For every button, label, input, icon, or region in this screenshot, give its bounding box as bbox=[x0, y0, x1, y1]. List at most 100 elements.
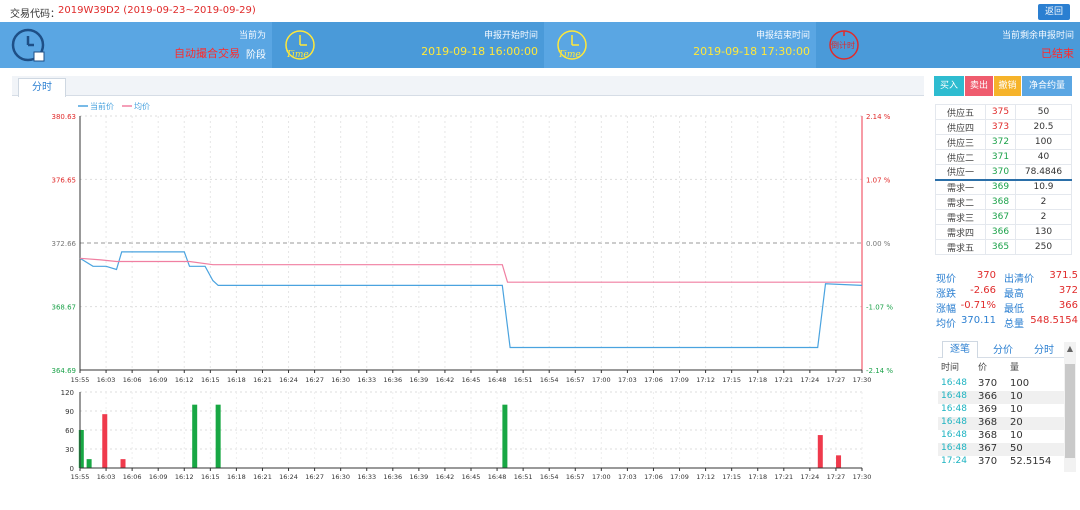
intraday-chart: 当前价 均价 380.63 2.14 % 376.65 1.07 % 372.66 0.0… bbox=[52, 101, 894, 481]
level-label: 需求五 bbox=[935, 239, 986, 255]
col-price: 价 bbox=[978, 363, 988, 373]
time-clock-icon: Time bbox=[285, 30, 315, 60]
volume-time-label: 17:12 bbox=[696, 473, 715, 481]
time-tick-label: 16:30 bbox=[331, 376, 350, 384]
tab-zhubi[interactable]: 逐笔 bbox=[942, 341, 978, 358]
back-button[interactable]: 返回 bbox=[1038, 4, 1070, 20]
time-tick-label: 16:06 bbox=[123, 376, 142, 384]
time-tick-label: 17:12 bbox=[696, 376, 715, 384]
volume-time-label: 17:09 bbox=[670, 473, 689, 481]
tick-scrollbar[interactable]: ▲ bbox=[1064, 342, 1076, 472]
volume-time-label: 17:00 bbox=[592, 473, 611, 481]
price-tick-label: 372.66 bbox=[52, 240, 77, 248]
volume-grid bbox=[79, 391, 863, 468]
end-time-label: 申报结束时间 bbox=[755, 31, 810, 41]
legend-current-label[interactable]: 当前价 bbox=[90, 101, 114, 111]
current-price-line bbox=[79, 251, 863, 349]
sell-button[interactable]: 卖出 bbox=[965, 76, 993, 96]
time-tick-label: 16:48 bbox=[488, 376, 507, 384]
chg-label: 涨跌 bbox=[936, 289, 956, 300]
stage-cell: 当前为 自动撮合交易 阶段 bbox=[0, 22, 272, 68]
right-panel: 买入 卖出 撤销 净合约量 供应五 375 50 供应四 373 20.5 供应三 372 10… bbox=[934, 76, 1080, 510]
level-qty: 20.5 bbox=[1015, 119, 1072, 135]
order-book-row: 供应一 370 78.4846 bbox=[935, 164, 1072, 180]
order-book-row: 供应五 375 50 bbox=[935, 104, 1072, 120]
tab-fenjia[interactable]: 分价 bbox=[993, 345, 1013, 356]
volume-axis: 120 90 60 30 015:55 16:03 16:06 16:09 16:12 16:15… bbox=[61, 389, 872, 481]
high-value: 372 bbox=[1058, 285, 1078, 296]
pct-tick-label: -2.14 % bbox=[866, 367, 893, 375]
volume-time-label: 16:12 bbox=[175, 473, 194, 481]
time-tick-label: 17:18 bbox=[748, 376, 767, 384]
end-time-cell: Time 申报结束时间 2019-09-18 17:30:00 bbox=[544, 22, 816, 68]
tick-time: 16:48 bbox=[941, 430, 967, 440]
tick-tabs: 逐笔 分价 分时 bbox=[938, 338, 1076, 358]
price-grid bbox=[79, 115, 863, 371]
time-tick-label: 16:09 bbox=[149, 376, 168, 384]
stats-row: 涨幅 -0.71% 最低 366 bbox=[934, 300, 1080, 315]
countdown-icon: 倒计时 bbox=[829, 30, 859, 60]
stage-suffix: 阶段 bbox=[246, 50, 266, 61]
volume-time-label: 17:24 bbox=[800, 473, 819, 481]
level-qty: 130 bbox=[1015, 224, 1072, 240]
order-book-row: 供应三 372 100 bbox=[935, 134, 1072, 150]
avg-label: 均价 bbox=[936, 319, 956, 330]
time-icon-text: Time bbox=[286, 50, 309, 60]
legend-average-label[interactable]: 均价 bbox=[134, 101, 150, 111]
time-tick-label: 17:27 bbox=[827, 376, 846, 384]
order-book-row: 需求三 367 2 bbox=[935, 209, 1072, 225]
time-tick-label: 16:12 bbox=[175, 376, 194, 384]
trade-code-value: 2019W39D2 (2019-09-23~2019-09-29) bbox=[58, 5, 256, 16]
volume-time-label: 17:15 bbox=[722, 473, 741, 481]
scroll-up-icon[interactable]: ▲ bbox=[1066, 344, 1074, 353]
time-tick-label: 17:30 bbox=[853, 376, 872, 384]
level-label: 供应四 bbox=[935, 119, 986, 135]
tick-price: 370 bbox=[978, 456, 998, 467]
level-qty: 2 bbox=[1015, 194, 1072, 210]
tab-fenshi-ticks[interactable]: 分时 bbox=[1034, 345, 1054, 356]
time-tick-label: 16:51 bbox=[514, 376, 533, 384]
level-label: 需求三 bbox=[935, 209, 986, 225]
volume-time-label: 16:09 bbox=[149, 473, 168, 481]
chart-legend: 当前价 均价 bbox=[78, 101, 150, 111]
time-tick-label: 16:15 bbox=[201, 376, 220, 384]
cancel-button[interactable]: 撤销 bbox=[994, 76, 1021, 96]
time-tick-label: 17:09 bbox=[670, 376, 689, 384]
level-price: 375 bbox=[985, 104, 1016, 120]
order-book-row: 需求五 365 250 bbox=[935, 239, 1072, 255]
volume-time-label: 16:33 bbox=[357, 473, 376, 481]
volume-time-label: 16:57 bbox=[566, 473, 585, 481]
price-tick-label: 368.67 bbox=[52, 304, 77, 312]
tick-row: 16:48 369 10 bbox=[938, 404, 1064, 417]
clear-value: 371.5 bbox=[1049, 270, 1078, 281]
time-clock-icon: Time bbox=[557, 30, 587, 60]
order-book-row: 需求四 366 130 bbox=[935, 224, 1072, 240]
level-label: 需求四 bbox=[935, 224, 986, 240]
tab-fenshi[interactable]: 分时 bbox=[18, 78, 66, 97]
tick-price: 368 bbox=[978, 417, 998, 428]
level-price: 367 bbox=[985, 209, 1016, 225]
tick-qty: 100 bbox=[1010, 378, 1030, 389]
volume-bar bbox=[817, 435, 823, 468]
pct-tick-label: -1.07 % bbox=[866, 304, 893, 312]
order-book-row: 供应四 373 20.5 bbox=[935, 119, 1072, 135]
volume-bar bbox=[215, 404, 221, 468]
tick-price: 367 bbox=[978, 443, 998, 454]
time-tick-label: 17:15 bbox=[722, 376, 741, 384]
volume-tick-label: 120 bbox=[61, 389, 74, 397]
time-icon-text: Time bbox=[558, 50, 581, 60]
net-contract-button[interactable]: 净合约量 bbox=[1022, 76, 1072, 96]
volume-time-label: 15:55 bbox=[71, 473, 90, 481]
tick-row: 17:24 370 52.5154 bbox=[938, 456, 1064, 469]
level-label: 供应二 bbox=[935, 149, 986, 165]
volume-time-label: 16:39 bbox=[409, 473, 428, 481]
scrollbar-thumb[interactable] bbox=[1065, 364, 1075, 458]
volume-time-label: 16:03 bbox=[97, 473, 116, 481]
buy-button[interactable]: 买入 bbox=[934, 76, 964, 96]
info-bar: 当前为 自动撮合交易 阶段 Time 申报开始时间 2019-09-18 16:… bbox=[0, 22, 1080, 68]
time-tick-label: 16:18 bbox=[227, 376, 246, 384]
total-value: 548.5154 bbox=[1030, 315, 1078, 326]
now-label: 现价 bbox=[936, 274, 956, 285]
volume-time-label: 17:03 bbox=[618, 473, 637, 481]
level-qty: 100 bbox=[1015, 134, 1072, 150]
